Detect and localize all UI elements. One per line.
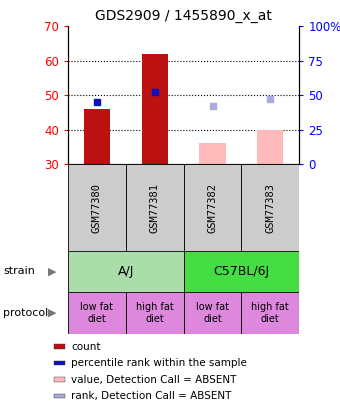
Text: A/J: A/J	[118, 265, 134, 278]
Bar	[241, 292, 299, 334]
Bar	[200, 143, 225, 164]
Text: strain: strain	[3, 266, 35, 276]
Bar	[54, 394, 65, 398]
Text: GSM77382: GSM77382	[207, 183, 218, 232]
Title: GDS2909 / 1455890_x_at: GDS2909 / 1455890_x_at	[95, 9, 272, 23]
Text: rank, Detection Call = ABSENT: rank, Detection Call = ABSENT	[71, 391, 231, 401]
Text: low fat
diet: low fat diet	[196, 302, 229, 324]
Bar	[126, 164, 184, 251]
Bar	[54, 361, 65, 365]
Text: ▶: ▶	[49, 266, 57, 276]
Bar	[184, 292, 241, 334]
Text: value, Detection Call = ABSENT: value, Detection Call = ABSENT	[71, 375, 236, 385]
Bar	[68, 164, 126, 251]
Bar	[84, 109, 110, 164]
Bar	[184, 164, 241, 251]
Text: count: count	[71, 342, 100, 352]
Text: C57BL/6J: C57BL/6J	[213, 265, 270, 278]
Bar	[68, 292, 126, 334]
Bar	[241, 164, 299, 251]
Text: high fat
diet: high fat diet	[136, 302, 174, 324]
Bar	[54, 377, 65, 382]
Text: percentile rank within the sample: percentile rank within the sample	[71, 358, 247, 368]
Bar	[184, 251, 299, 292]
Bar	[142, 54, 168, 164]
Text: GSM77383: GSM77383	[265, 183, 275, 232]
Bar	[68, 251, 184, 292]
Bar	[54, 344, 65, 349]
Text: GSM77381: GSM77381	[150, 183, 160, 232]
Text: ▶: ▶	[49, 308, 57, 318]
Text: GSM77380: GSM77380	[92, 183, 102, 232]
Bar	[126, 292, 184, 334]
Bar	[257, 130, 283, 164]
Text: high fat
diet: high fat diet	[251, 302, 289, 324]
Text: protocol: protocol	[3, 308, 49, 318]
Text: low fat
diet: low fat diet	[80, 302, 114, 324]
